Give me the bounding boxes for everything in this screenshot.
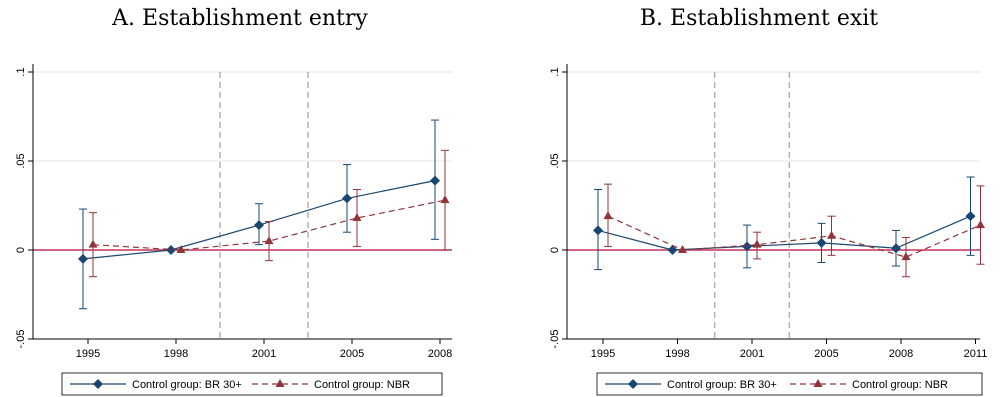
chart-title: A. Establishment entry [112,6,368,31]
triangle-point [827,230,836,239]
diamond-point [93,379,103,389]
legend: Control group: BR 30+ Control group: NBR [596,372,983,396]
x-tick-label: 2001 [740,348,764,360]
diamond-point [816,237,827,248]
panel-establishment-entry: A. Establishment entry -.05 0 .05 .1 1995 199… [0,0,480,397]
legend-item: Control group: NBR [790,379,948,391]
triangle-point [678,245,687,253]
y-tick-label: .1 [15,67,27,76]
triangle-point [352,212,362,221]
triangle-point [752,239,762,248]
legend-label: Control group: BR 30+ [667,379,777,391]
diamond-point [78,253,88,264]
x-tick-label: 2008 [428,348,452,360]
legend-item: Control group: NBR [252,379,410,391]
triangle-point [264,236,274,245]
diamond-point [430,175,440,186]
x-tick-label: 2005 [340,348,364,360]
diamond-point [628,379,638,389]
y-tick-label: -.05 [15,330,27,349]
x-tick-label: 2011 [964,348,988,360]
diamond-point [166,245,176,255]
x-tick-label: 1998 [164,348,188,360]
x-tick-label: 2001 [252,348,276,360]
y-tick-label: -.05 [549,330,561,349]
y-tick-label: 0 [15,247,27,253]
triangle-point [88,239,98,248]
y-tick-label: .1 [549,67,561,76]
chart-entry-svg: -.05 0 .05 .1 1995 1998 2001 2005 2008 Control gr… [15,64,452,396]
diamond-point [342,193,352,204]
x-tick-label: 1998 [665,348,689,360]
diamond-point [667,245,678,255]
x-tick-label: 2008 [889,348,913,360]
chart-title: B. Establishment exit [639,6,879,31]
legend-label: Control group: BR 30+ [132,379,242,391]
triangle-point [275,379,285,387]
plot-area [567,72,980,339]
y-tick-label: 0 [549,247,561,253]
series-line [597,215,971,251]
plot-area [33,72,452,339]
legend-label: Control group: NBR [314,379,410,391]
y-tick-label: .05 [15,153,27,168]
chart-exit-svg: -.05 0 .05 .1 1995 1998 2001 2005 2008 2011 Contro… [549,64,988,396]
y-tick-label: .05 [549,153,561,168]
triangle-point [901,252,911,261]
legend-item: Control group: BR 30+ [70,379,242,391]
x-tick-label: 2005 [814,348,838,360]
diamond-point [891,243,901,254]
triangle-point [440,195,450,204]
legend-item: Control group: BR 30+ [605,379,777,391]
diamond-point [254,220,264,231]
triangle-point [176,245,186,253]
diamond-point [965,211,976,222]
x-tick-label: 1995 [591,348,615,360]
triangle-point [976,220,985,229]
legend-label: Control group: NBR [852,379,948,391]
triangle-point [813,379,823,387]
diamond-point [742,241,752,252]
triangle-point [603,211,613,220]
legend-box [596,372,983,396]
x-tick-label: 1995 [76,348,100,360]
panel-establishment-exit: B. Establishment exit -.05 0 .05 .1 1995 1998… [515,0,1003,397]
series-line [607,215,981,258]
diamond-point [593,225,603,236]
legend: Control group: BR 30+ Control group: NBR [61,372,443,396]
